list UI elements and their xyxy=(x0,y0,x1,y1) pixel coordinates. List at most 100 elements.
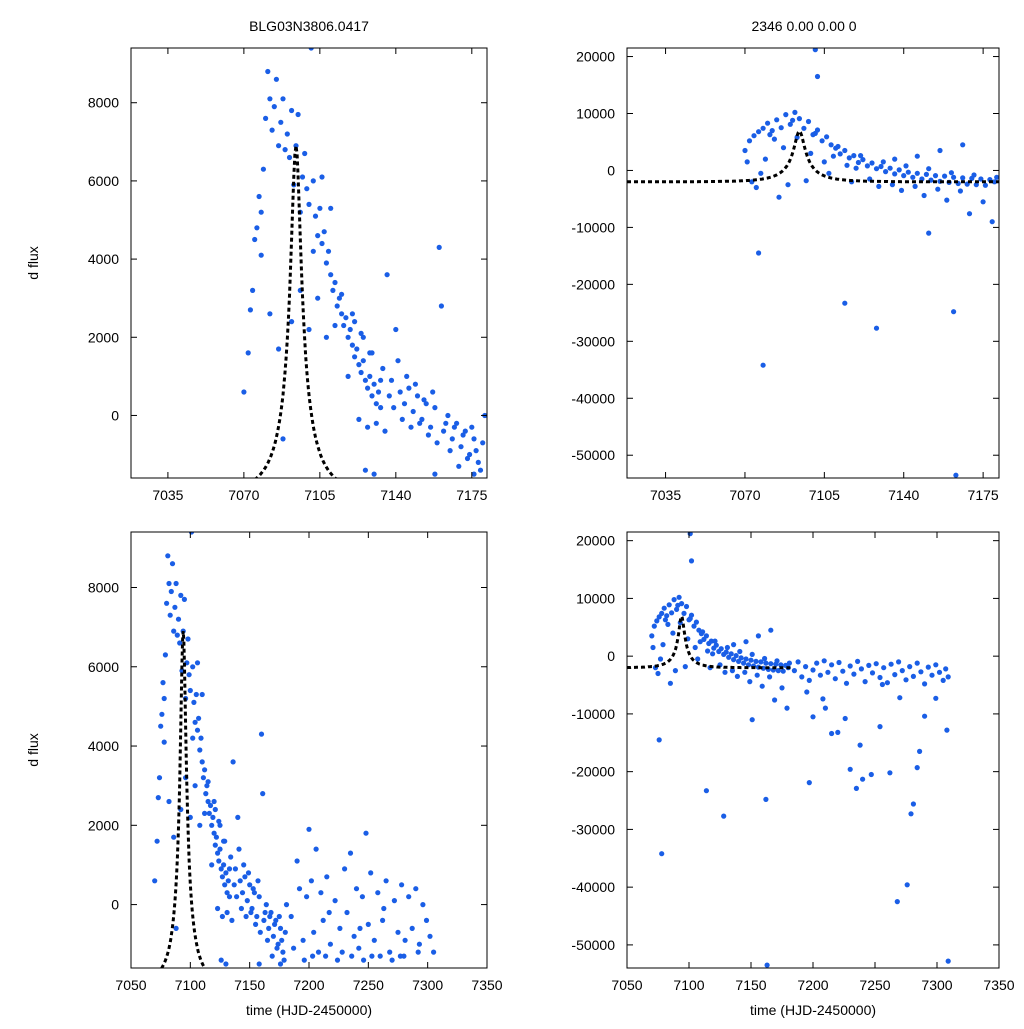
data-point xyxy=(358,330,364,336)
data-point xyxy=(222,838,228,844)
data-point xyxy=(982,182,989,188)
data-point xyxy=(423,917,430,924)
data-point xyxy=(796,116,803,122)
data-point xyxy=(197,822,203,828)
data-point xyxy=(948,170,955,176)
data-point xyxy=(304,186,310,192)
data-point xyxy=(190,735,196,741)
data-point xyxy=(480,440,486,446)
data-point xyxy=(196,715,202,721)
data-point xyxy=(847,663,853,669)
data-point xyxy=(914,660,920,666)
data-point xyxy=(362,377,368,383)
data-point xyxy=(469,424,475,430)
data-point xyxy=(289,107,295,114)
data-point xyxy=(434,440,440,446)
data-point xyxy=(255,878,261,884)
data-point xyxy=(759,683,765,689)
data-point xyxy=(226,866,233,872)
data-point xyxy=(467,451,473,458)
data-point xyxy=(269,127,275,133)
data-point xyxy=(724,644,731,651)
data-point xyxy=(160,680,166,686)
data-point xyxy=(202,810,208,817)
data-point xyxy=(881,665,887,671)
data-point xyxy=(443,420,449,426)
data-point xyxy=(260,166,266,172)
data-point xyxy=(360,358,366,364)
data-point xyxy=(806,780,812,786)
data-point xyxy=(787,121,793,127)
data-point xyxy=(268,909,274,916)
data-point xyxy=(158,723,164,729)
x-tick-label: 7150 xyxy=(735,977,766,993)
data-point xyxy=(325,248,332,254)
data-point xyxy=(402,937,408,943)
data-point xyxy=(700,629,706,635)
data-point xyxy=(432,405,438,411)
x-axis-label: time (HJD-2450000) xyxy=(246,1002,372,1018)
data-point xyxy=(169,561,176,567)
data-point xyxy=(345,334,351,340)
data-point xyxy=(665,621,671,628)
data-point xyxy=(960,175,966,181)
data-point xyxy=(336,295,342,301)
data-point xyxy=(165,553,171,559)
y-axis-label: d flux xyxy=(25,733,41,766)
data-point xyxy=(914,170,920,176)
data-point xyxy=(254,225,260,231)
data-point xyxy=(729,668,736,674)
data-point xyxy=(213,834,219,840)
data-point xyxy=(275,941,281,947)
data-point xyxy=(323,260,329,266)
data-point xyxy=(318,890,324,896)
data-point xyxy=(199,759,205,765)
data-point xyxy=(369,953,375,959)
data-point xyxy=(168,588,174,595)
data-point xyxy=(404,373,410,379)
data-point xyxy=(260,791,266,797)
data-point xyxy=(659,851,665,857)
data-point xyxy=(851,671,857,677)
data-point xyxy=(320,917,326,924)
data-point xyxy=(917,748,923,755)
data-point xyxy=(225,878,231,884)
data-point xyxy=(842,715,848,722)
data-point xyxy=(199,691,205,698)
data-point xyxy=(713,642,719,648)
data-point xyxy=(365,424,371,430)
data-point xyxy=(767,132,773,138)
data-point xyxy=(650,644,656,651)
data-point xyxy=(887,165,893,171)
data-point xyxy=(654,618,660,624)
data-point xyxy=(412,381,418,387)
data-point xyxy=(194,660,201,666)
x-tick-label: 7140 xyxy=(380,487,411,503)
data-point xyxy=(315,233,321,239)
data-point xyxy=(892,171,898,177)
data-point xyxy=(171,834,177,840)
data-point xyxy=(733,653,739,659)
data-point xyxy=(241,862,247,868)
data-point xyxy=(323,334,329,340)
x-tick-label: 7070 xyxy=(729,487,760,503)
data-point xyxy=(236,846,242,852)
data-point xyxy=(239,890,246,896)
data-point xyxy=(212,842,218,848)
data-point xyxy=(425,432,431,438)
data-point xyxy=(371,937,377,943)
data-point xyxy=(299,174,306,180)
data-point xyxy=(421,397,427,403)
data-point xyxy=(211,798,217,805)
data-point xyxy=(451,424,457,430)
data-point xyxy=(873,325,880,331)
data-point xyxy=(154,838,160,844)
data-point xyxy=(262,909,268,916)
data-point xyxy=(315,949,322,955)
data-point xyxy=(742,147,748,154)
data-point xyxy=(244,898,250,904)
data-point xyxy=(744,159,750,165)
data-point xyxy=(254,913,260,920)
data-point xyxy=(384,272,390,278)
data-point xyxy=(256,961,262,967)
